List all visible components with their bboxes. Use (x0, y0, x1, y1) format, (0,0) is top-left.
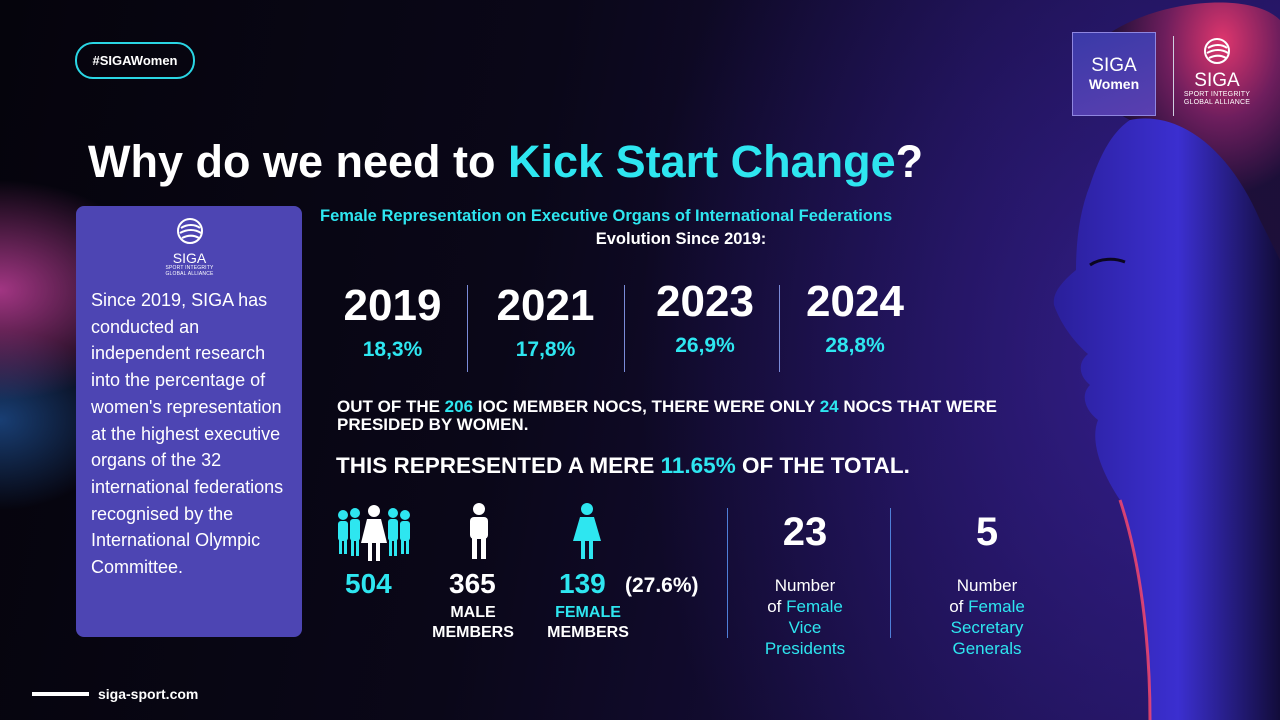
count-label-line-4: Generals (952, 639, 1022, 658)
female-members-count: 139 (559, 568, 606, 599)
count-label-line-1: Number (774, 576, 836, 595)
female-members-label: FEMALE MEMBERS (538, 603, 638, 643)
nocs-text-1: OUT OF THE (337, 397, 445, 416)
count-value: 23 (782, 510, 828, 554)
nocs-total-statement: THIS REPRESENTED A MERE 11.65% OF THE TO… (336, 453, 996, 479)
card-logo-tagline-1: SPORT INTEGRITY (165, 265, 214, 271)
year-percent: 17,8% (515, 338, 576, 361)
year-divider (467, 285, 468, 372)
total-percent: 11.65% (660, 453, 736, 478)
logo-divider (1173, 36, 1174, 116)
year-label: 2021 (496, 281, 595, 330)
card-siga-logo: SIGA SPORT INTEGRITY GLOBAL ALLIANCE (91, 216, 288, 277)
male-members-label: MALE MEMBERS (423, 603, 523, 643)
section-subtitle: Evolution Since 2019: (595, 230, 767, 248)
total-members: 504 (345, 568, 392, 599)
count-label: Number of Female Vice Presidents (750, 575, 860, 659)
year-2024: 2024 28,8% (790, 278, 920, 358)
intro-card: SIGA SPORT INTEGRITY GLOBAL ALLIANCE Sin… (76, 206, 302, 637)
counts-divider (890, 508, 891, 638)
section-title: Female Representation on Executive Organ… (320, 207, 893, 225)
card-logo-name: SIGA (172, 250, 207, 266)
count-label: Number of Female Secretary Generals (932, 575, 1042, 659)
female-icon (573, 503, 601, 559)
year-percent: 28,8% (825, 334, 885, 357)
count-label-line-1: Number (956, 576, 1018, 595)
count-label-line-4: Presidents (764, 639, 846, 658)
nocs-text-3: NOCS THAT WERE PRESIDED BY WOMEN. (337, 397, 997, 434)
siga-women-logo-bottom: Women (1088, 76, 1140, 92)
female-vice-presidents-stat: 23 Number of Female Vice Presidents (750, 509, 860, 659)
year-percent: 26,9% (675, 334, 735, 357)
headline-prefix: Why do we need to (88, 136, 509, 187)
female-secretary-generals-stat: 5 Number of Female Secretary Generals (932, 509, 1042, 659)
siga-women-logo: SIGA Women (1072, 32, 1156, 116)
nocs-women: 24 (819, 397, 839, 416)
siga-women-logo-top: SIGA (1091, 55, 1137, 76)
headline-suffix: ? (895, 136, 924, 187)
card-siga-globe-icon (176, 218, 203, 244)
counts-divider (727, 508, 728, 638)
siga-logo-tagline-1: SPORT INTEGRITY (1183, 91, 1251, 98)
footer-rule (32, 692, 89, 696)
year-2023: 2023 26,9% (640, 278, 770, 358)
count-label-line-3: Secretary (950, 618, 1024, 637)
male-label-line-2: MEMBERS (432, 624, 514, 641)
year-label: 2019 (343, 281, 442, 330)
count-label-accent: Female (968, 597, 1025, 616)
total-suffix: OF THE TOTAL. (735, 453, 910, 478)
page-headline: Why do we need to Kick Start Change? (88, 136, 1018, 188)
year-2019: 2019 18,3% (330, 282, 455, 362)
count-label-accent: Female (786, 597, 843, 616)
year-label: 2024 (806, 277, 904, 326)
total-prefix: THIS REPRESENTED A MERE (336, 453, 661, 478)
count-label-prefix: of (949, 597, 969, 616)
siga-logo: SIGA SPORT INTEGRITY GLOBAL ALLIANCE (1180, 36, 1254, 107)
year-divider (624, 285, 625, 372)
year-2021: 2021 17,8% (483, 282, 608, 362)
siga-logo-name: SIGA (1194, 70, 1240, 91)
female-label-line-1: FEMALE (555, 604, 621, 621)
intro-text: Since 2019, SIGA has conducted an indepe… (91, 290, 284, 578)
headline-accent: Kick Start Change (508, 136, 896, 187)
year-divider (779, 285, 780, 372)
count-label-prefix: of (767, 597, 787, 616)
year-label: 2023 (656, 277, 754, 326)
nocs-text-2: IOC MEMBER NOCS, THERE WERE ONLY (473, 397, 820, 416)
hashtag-badge[interactable]: #SIGAWomen (75, 42, 195, 79)
group-people-icon (338, 505, 410, 561)
siga-globe-icon (1204, 38, 1230, 64)
nocs-statement: OUT OF THE 206 IOC MEMBER NOCS, THERE WE… (337, 398, 997, 434)
footer-website-link[interactable]: siga-sport.com (98, 686, 199, 702)
male-label-line-1: MALE (450, 604, 496, 621)
male-members-count: 365 (449, 568, 496, 599)
female-label-line-2: MEMBERS (547, 624, 629, 641)
count-label-line-3: Vice (788, 618, 822, 637)
siga-logo-tagline-2: GLOBAL ALLIANCE (1183, 99, 1251, 106)
count-value: 5 (975, 510, 999, 554)
year-percent: 18,3% (362, 338, 423, 361)
female-members-percent: (27.6%) (625, 574, 699, 597)
nocs-total: 206 (444, 397, 474, 416)
male-icon (470, 503, 488, 559)
card-logo-tagline-2: GLOBAL ALLIANCE (165, 271, 214, 277)
